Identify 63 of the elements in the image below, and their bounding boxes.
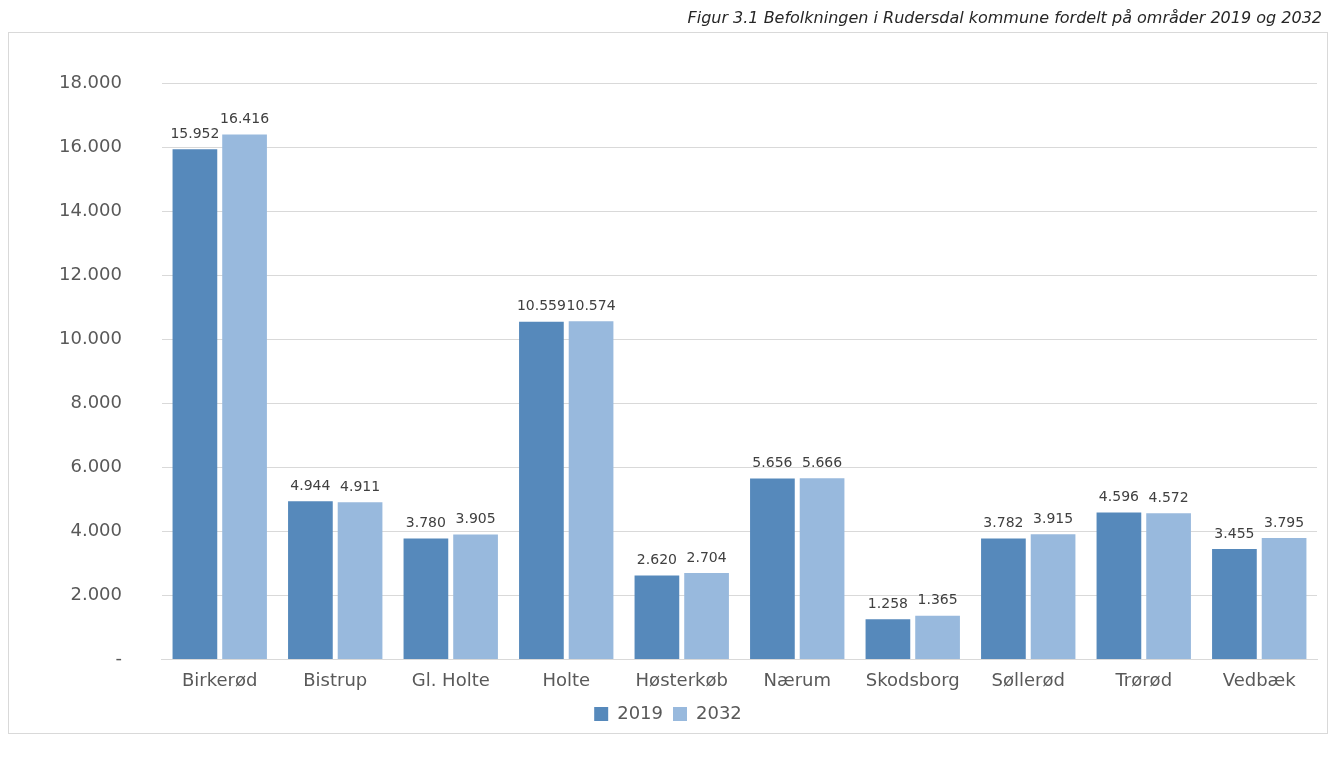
y-tick-label: 16.000 <box>59 135 122 157</box>
data-label: 1.258 <box>867 594 908 611</box>
x-tick-label: Trørød <box>1114 668 1173 690</box>
data-label: 3.782 <box>983 514 1024 531</box>
y-tick-label: 8.000 <box>70 391 122 413</box>
y-tick-label: 10.000 <box>59 327 122 349</box>
bar <box>750 478 795 659</box>
bar <box>1146 513 1191 659</box>
bar <box>1261 538 1307 659</box>
x-tick-label: Holte <box>542 668 591 690</box>
data-label: 3.905 <box>455 510 496 527</box>
bar <box>865 619 911 659</box>
bar <box>981 538 1026 659</box>
x-tick-label: Nærum <box>763 668 831 690</box>
data-label: 1.365 <box>917 591 958 608</box>
y-tick-label: 14.000 <box>59 199 122 221</box>
data-label: 15.952 <box>170 124 220 141</box>
data-label: 4.596 <box>1098 488 1140 505</box>
bar <box>172 149 218 659</box>
bar <box>1030 534 1076 659</box>
data-label: 3.795 <box>1264 513 1305 530</box>
data-label: 2.620 <box>636 551 677 568</box>
y-tick-label: 4.000 <box>70 519 122 541</box>
data-label: 10.559 <box>516 297 566 314</box>
bar <box>799 478 845 659</box>
data-label: 4.572 <box>1148 488 1189 505</box>
bar <box>634 575 680 659</box>
data-label: 5.666 <box>802 453 843 470</box>
data-label: 3.780 <box>405 514 446 531</box>
bar <box>453 534 498 659</box>
data-label: 3.915 <box>1033 509 1074 526</box>
data-label: 2.704 <box>686 548 727 565</box>
y-tick-label: 18.000 <box>59 71 122 93</box>
data-label: 10.574 <box>566 296 616 313</box>
data-label: 16.416 <box>220 110 270 127</box>
x-tick-label: Gl. Holte <box>411 668 490 690</box>
data-label: 3.455 <box>1214 524 1255 541</box>
bar <box>684 572 729 659</box>
bar <box>403 538 449 659</box>
data-label: 4.944 <box>290 476 331 493</box>
bar <box>222 134 267 659</box>
legend-label: 2032 <box>696 701 742 723</box>
x-tick-label: Skodsborg <box>865 668 960 690</box>
bar <box>288 501 333 659</box>
x-tick-label: Vedbæk <box>1222 668 1297 690</box>
data-label: 4.911 <box>340 478 381 494</box>
y-tick-label: 12.000 <box>59 263 122 285</box>
bar <box>915 615 960 659</box>
bar <box>568 321 614 659</box>
y-tick-label: - <box>115 647 122 669</box>
bar <box>337 502 383 659</box>
y-tick-label: 2.000 <box>70 583 122 605</box>
bar <box>1212 548 1257 659</box>
bar <box>519 321 564 659</box>
bar <box>1096 512 1142 659</box>
x-tick-label: Birkerød <box>182 668 258 690</box>
y-tick-label: 6.000 <box>70 455 122 477</box>
chart-title: Figur 3.1 Befolkningen i Rudersdal kommune fordelt på områder 2019 og 2032 <box>686 8 1323 29</box>
legend-label: 2019 <box>617 701 663 723</box>
x-tick-label: Søllerød <box>991 668 1065 690</box>
x-tick-label: Høsterkøb <box>635 668 728 690</box>
data-label: 5.656 <box>752 454 793 471</box>
x-tick-label: Bistrup <box>303 668 368 690</box>
